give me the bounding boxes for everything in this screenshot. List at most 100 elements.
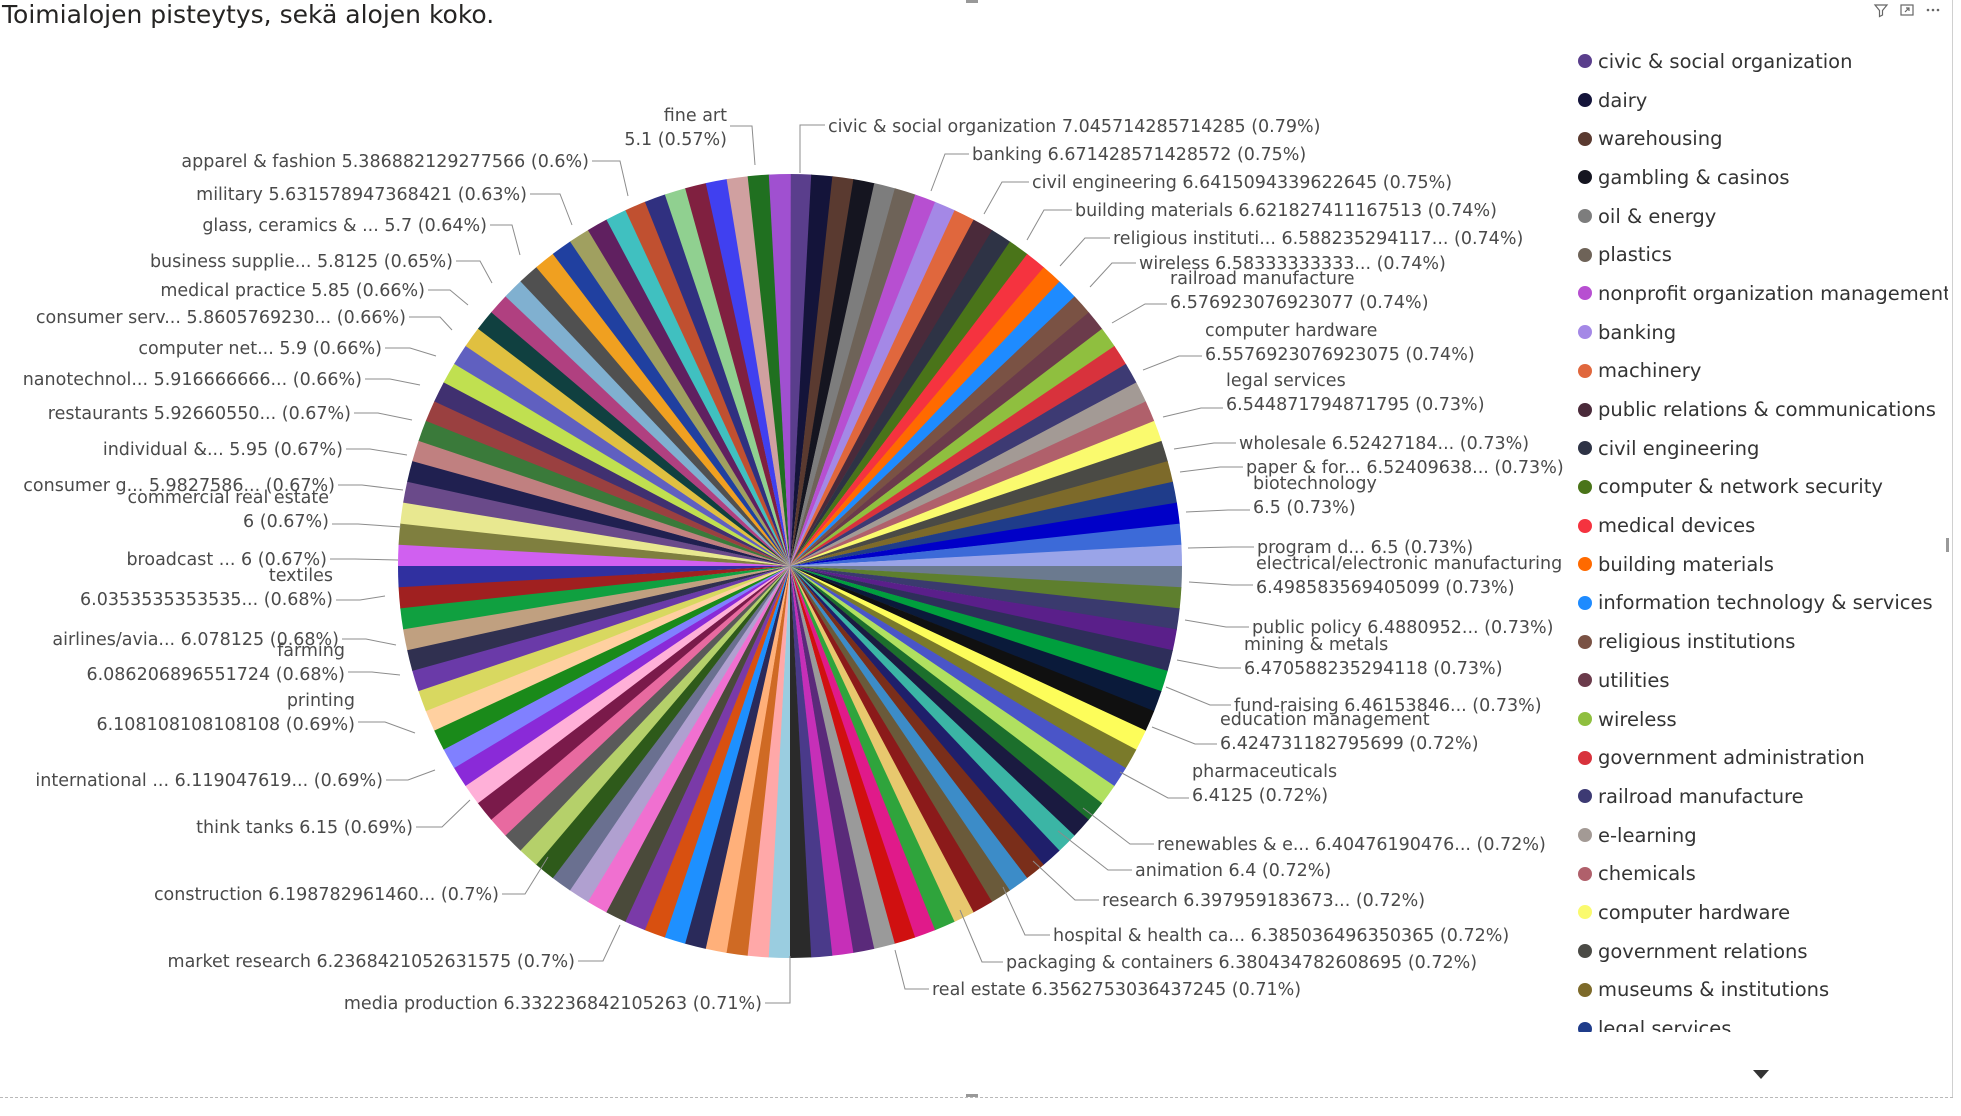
pie-slice[interactable] [790, 566, 1137, 769]
pie-slice[interactable] [425, 566, 790, 731]
pie-slice[interactable] [443, 363, 790, 566]
pie-slice[interactable] [790, 481, 1177, 566]
pie-slice[interactable] [624, 566, 790, 931]
pie-slice[interactable] [790, 566, 1010, 903]
pie-slice[interactable] [412, 566, 790, 692]
pie-slice[interactable] [790, 281, 1076, 566]
pie-slice[interactable] [664, 188, 790, 566]
pie-slice[interactable] [790, 566, 854, 956]
pie-slice[interactable] [790, 566, 1044, 879]
legend-item[interactable]: oil & energy [1578, 197, 1948, 236]
legend-item[interactable]: museums & institutions [1578, 971, 1948, 1010]
legend-item[interactable]: gambling & casinos [1578, 158, 1948, 197]
legend-item[interactable]: civic & social organization [1578, 42, 1948, 81]
pie-slice[interactable] [407, 566, 790, 671]
legend-item[interactable]: nonprofit organization management [1578, 274, 1948, 313]
pie-slice[interactable] [790, 566, 1177, 652]
pie-slice[interactable] [790, 566, 1075, 852]
pie-slice[interactable] [790, 566, 875, 953]
pie-slice[interactable] [790, 183, 896, 566]
legend-item[interactable]: chemicals [1578, 854, 1948, 893]
pie-slice[interactable] [433, 566, 790, 750]
pie-slice[interactable] [790, 566, 1168, 692]
pie-slice[interactable] [790, 566, 1155, 732]
pie-slice[interactable] [465, 328, 790, 566]
pie-slice[interactable] [790, 328, 1115, 566]
pie-slice[interactable] [790, 312, 1103, 566]
pie-slice[interactable] [790, 382, 1147, 566]
pie-slice[interactable] [790, 566, 936, 938]
pie-slice[interactable] [790, 267, 1061, 566]
resize-handle-top[interactable] [966, 0, 978, 3]
more-options-icon[interactable] [1925, 2, 1941, 18]
pie-slice[interactable] [790, 296, 1090, 566]
pie-slice[interactable] [790, 566, 1162, 712]
pie-slice[interactable] [790, 523, 1182, 566]
pie-slice[interactable] [569, 566, 790, 902]
pie-slice[interactable] [790, 566, 895, 949]
pie-slice[interactable] [644, 194, 790, 566]
pie-slice[interactable] [726, 176, 790, 566]
pie-slice[interactable] [790, 566, 833, 958]
pie-slice[interactable] [412, 440, 790, 566]
pie-slice[interactable] [605, 566, 790, 922]
legend-item[interactable]: machinery [1578, 352, 1948, 391]
pie-slice[interactable] [519, 566, 790, 865]
pie-slice[interactable] [705, 179, 790, 567]
pie-slice[interactable] [768, 173, 791, 566]
resize-handle-right[interactable] [1946, 538, 1949, 552]
pie-slice[interactable] [407, 460, 790, 566]
legend-item[interactable]: public relations & communications [1578, 390, 1948, 429]
resize-handle-bottom[interactable] [966, 1094, 978, 1097]
legend-item[interactable]: warehousing [1578, 119, 1948, 158]
pie-slice[interactable] [418, 566, 790, 712]
pie-slice[interactable] [790, 566, 1028, 891]
pie-slice[interactable] [403, 566, 790, 651]
pie-slice[interactable] [790, 210, 975, 567]
pie-slice[interactable] [535, 566, 790, 879]
pie-slice[interactable] [790, 566, 1146, 751]
legend-scroll-down-icon[interactable] [1753, 1070, 1769, 1079]
pie-slice[interactable] [790, 566, 993, 913]
pie-slice[interactable] [684, 566, 790, 949]
legend-item[interactable]: government relations [1578, 932, 1948, 971]
pie-slice[interactable] [790, 420, 1162, 566]
pie-slice[interactable] [520, 266, 790, 566]
pie-slice[interactable] [790, 544, 1183, 567]
pie-slice[interactable] [790, 566, 1126, 787]
pie-slice[interactable] [418, 420, 790, 566]
pie-slice[interactable] [704, 566, 790, 953]
pie-slice[interactable] [747, 174, 790, 566]
pie-slice[interactable] [453, 566, 790, 786]
pie-slice[interactable] [790, 188, 916, 567]
pie-slice[interactable] [790, 566, 1089, 837]
pie-slice[interactable] [400, 566, 790, 630]
pie-slice[interactable] [552, 241, 790, 567]
pie-slice[interactable] [685, 183, 790, 566]
pie-slice[interactable] [443, 566, 790, 769]
pie-slice[interactable] [790, 253, 1045, 566]
pie-slice[interactable] [790, 566, 916, 944]
legend-item[interactable]: religious institutions [1578, 622, 1948, 661]
legend-item[interactable]: information technology & services [1578, 584, 1948, 623]
pie-slice[interactable] [477, 566, 790, 820]
pie-slice[interactable] [477, 311, 790, 566]
pie-slice[interactable] [790, 566, 974, 923]
pie-slice[interactable] [403, 480, 790, 566]
pie-slice[interactable] [465, 566, 790, 804]
pie-slice[interactable] [790, 502, 1180, 566]
pie-slice[interactable] [790, 401, 1155, 566]
legend-item[interactable]: e-learning [1578, 816, 1948, 855]
pie-slice[interactable] [790, 363, 1137, 566]
pie-slice[interactable] [790, 461, 1173, 566]
pie-slice[interactable] [790, 201, 956, 566]
pie-slice[interactable] [790, 219, 993, 566]
legend-item[interactable]: railroad manufacture [1578, 777, 1948, 816]
pie-slice[interactable] [397, 565, 790, 588]
pie-slice[interactable] [434, 381, 790, 566]
pie-slice[interactable] [490, 566, 790, 836]
pie-slice[interactable] [664, 566, 790, 944]
pie-slice[interactable] [587, 566, 790, 913]
pie-slice[interactable] [587, 219, 790, 567]
pie-slice[interactable] [790, 230, 1011, 567]
